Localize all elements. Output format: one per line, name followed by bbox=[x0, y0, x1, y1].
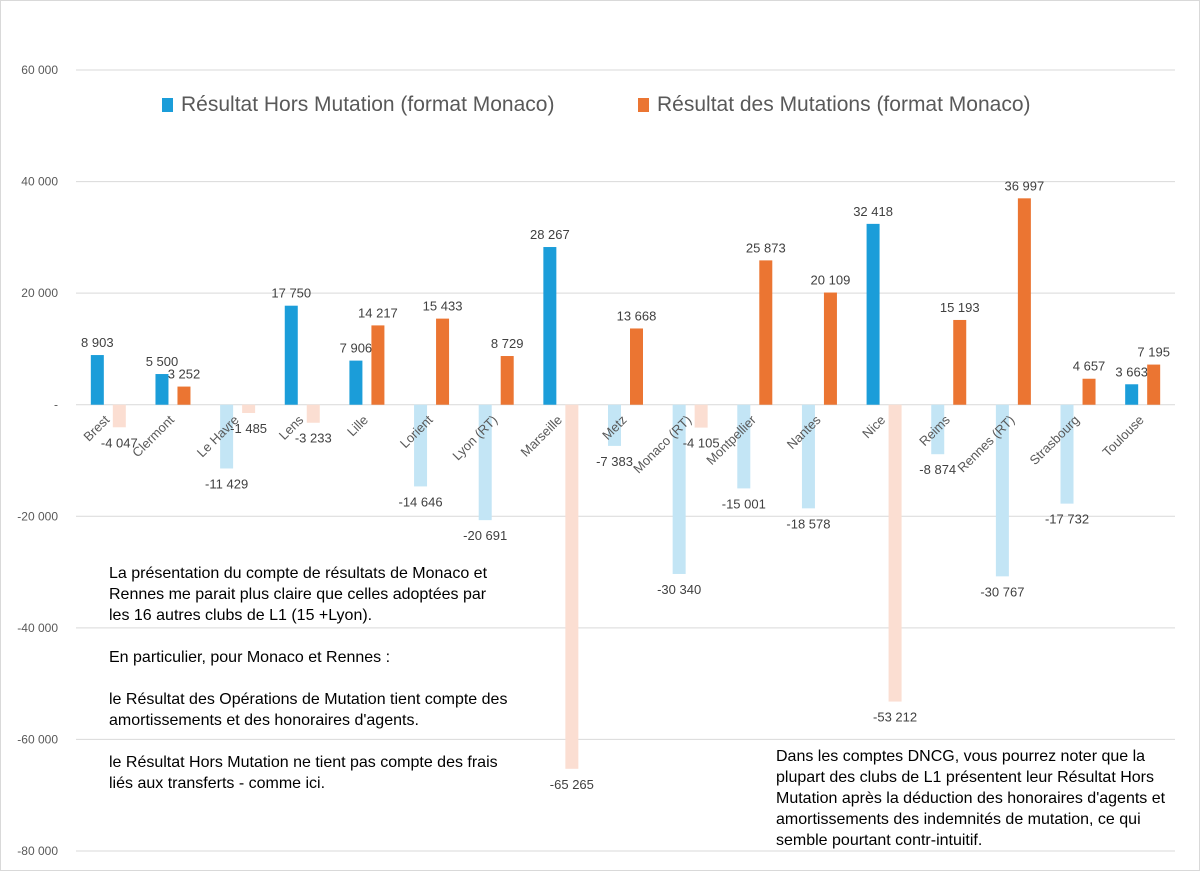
bar bbox=[90, 355, 104, 405]
bar bbox=[672, 404, 686, 574]
category-label: Nice bbox=[859, 412, 888, 441]
y-tick-label: - bbox=[54, 398, 58, 412]
category-label: Lyon (RT) bbox=[449, 412, 500, 463]
y-tick-label: 20 000 bbox=[21, 286, 58, 300]
data-label: -7 383 bbox=[596, 454, 633, 469]
data-label: -30 767 bbox=[980, 584, 1024, 599]
data-label: -18 578 bbox=[786, 516, 830, 531]
category-label: Strasbourg bbox=[1027, 412, 1083, 468]
y-tick-label: 40 000 bbox=[21, 175, 58, 189]
data-label: 32 418 bbox=[853, 204, 893, 219]
data-label: 28 267 bbox=[530, 227, 570, 242]
category-label: Lille bbox=[344, 412, 371, 439]
data-label: 15 193 bbox=[940, 300, 980, 315]
note-left-paragraph: En particulier, pour Monaco et Rennes : bbox=[109, 649, 391, 666]
bar bbox=[1017, 198, 1031, 405]
bar bbox=[500, 356, 514, 405]
data-label: 36 997 bbox=[1004, 178, 1044, 193]
bar bbox=[436, 318, 450, 405]
data-label: -11 429 bbox=[205, 476, 248, 491]
data-label: 3 663 bbox=[1115, 364, 1148, 379]
bar bbox=[155, 374, 169, 405]
bar bbox=[112, 404, 126, 428]
data-label: 5 500 bbox=[146, 354, 179, 369]
data-label: -15 001 bbox=[722, 496, 766, 511]
data-label: 25 873 bbox=[746, 240, 786, 255]
data-label: -65 265 bbox=[550, 777, 594, 792]
category-label: Toulouse bbox=[1099, 412, 1146, 459]
legend-label-mutations: Résultat des Mutations (format Monaco) bbox=[657, 93, 1031, 116]
legend-item-hors-mutation: Résultat Hors Mutation (format Monaco) bbox=[162, 93, 554, 117]
bar bbox=[823, 292, 837, 405]
bar bbox=[543, 247, 557, 405]
bar bbox=[694, 404, 708, 428]
data-label: -4 047 bbox=[101, 435, 138, 450]
bar bbox=[1060, 404, 1074, 504]
data-label: -20 691 bbox=[463, 528, 507, 543]
data-label: 8 729 bbox=[491, 336, 524, 351]
y-tick-label: -20 000 bbox=[17, 509, 58, 523]
note-left: La présentation du compte de résultats d… bbox=[109, 563, 509, 794]
y-tick-label: -40 000 bbox=[17, 621, 58, 635]
note-right: Dans les comptes DNCG, vous pourrez note… bbox=[776, 746, 1176, 851]
bar bbox=[801, 404, 815, 509]
bar bbox=[371, 325, 385, 405]
bar bbox=[306, 404, 320, 423]
data-label: -4 105 bbox=[683, 436, 720, 451]
category-label: Marseille bbox=[518, 412, 565, 459]
data-label: 7 195 bbox=[1137, 345, 1170, 360]
data-label: -8 874 bbox=[919, 462, 956, 477]
bar bbox=[1125, 384, 1139, 405]
legend-item-mutations: Résultat des Mutations (format Monaco) bbox=[638, 93, 1031, 117]
note-right-paragraph: Dans les comptes DNCG, vous pourrez note… bbox=[776, 748, 1166, 849]
data-label: -30 340 bbox=[657, 582, 701, 597]
bar bbox=[888, 404, 902, 702]
data-label: -14 646 bbox=[399, 494, 443, 509]
category-label: Le Havre bbox=[194, 412, 242, 460]
data-label: 7 906 bbox=[340, 341, 373, 356]
data-label: 15 433 bbox=[423, 299, 463, 314]
bar bbox=[242, 404, 256, 413]
legend-swatch-orange bbox=[638, 98, 649, 112]
data-label: -1 485 bbox=[230, 421, 267, 436]
bar bbox=[565, 404, 579, 769]
bar bbox=[478, 404, 492, 521]
y-tick-label: -60 000 bbox=[17, 732, 58, 746]
bar bbox=[608, 404, 621, 446]
bar bbox=[931, 404, 945, 455]
bar bbox=[759, 260, 773, 405]
bar bbox=[220, 404, 234, 469]
bar bbox=[630, 328, 643, 405]
bar bbox=[414, 404, 428, 487]
note-left-paragraph: le Résultat Hors Mutation ne tient pas c… bbox=[109, 754, 498, 792]
data-label: 4 657 bbox=[1073, 359, 1106, 374]
data-label: -17 732 bbox=[1045, 512, 1089, 527]
data-label: 8 903 bbox=[81, 335, 114, 350]
bar bbox=[953, 319, 967, 405]
bar bbox=[995, 404, 1009, 577]
data-label: 20 109 bbox=[811, 273, 851, 288]
data-label: -3 233 bbox=[295, 431, 332, 446]
legend-label-hors-mutation: Résultat Hors Mutation (format Monaco) bbox=[181, 93, 555, 116]
note-left-paragraph: le Résultat des Opérations de Mutation t… bbox=[109, 691, 508, 729]
y-tick-label: -80 000 bbox=[17, 844, 58, 858]
bar bbox=[177, 386, 191, 405]
data-label: 3 252 bbox=[168, 367, 201, 382]
legend-swatch-blue bbox=[162, 98, 173, 112]
bar bbox=[866, 223, 880, 405]
data-label: 13 668 bbox=[617, 308, 657, 323]
bar bbox=[1082, 378, 1096, 405]
bar bbox=[284, 305, 298, 405]
bar bbox=[349, 360, 363, 405]
bar bbox=[737, 404, 751, 489]
data-label: 14 217 bbox=[358, 305, 398, 320]
note-left-paragraph: La présentation du compte de résultats d… bbox=[109, 565, 488, 624]
bar bbox=[1147, 364, 1161, 405]
data-label: -53 212 bbox=[873, 710, 917, 725]
y-tick-label: 60 000 bbox=[21, 63, 58, 77]
data-label: 17 750 bbox=[271, 286, 311, 301]
